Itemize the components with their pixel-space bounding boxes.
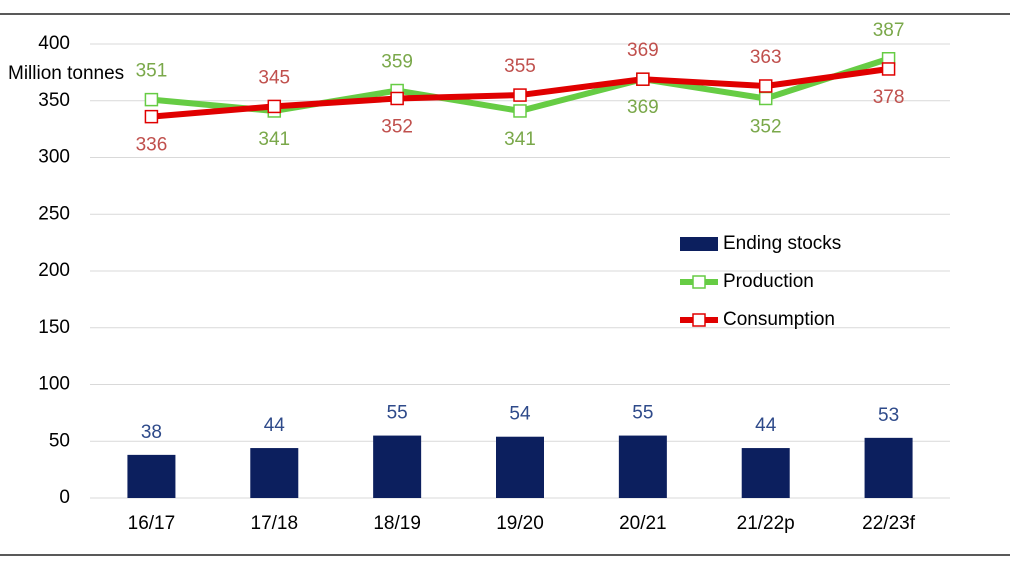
bar	[250, 448, 299, 498]
data-label: 341	[258, 129, 290, 150]
data-label: 369	[627, 40, 659, 61]
legend-label: Consumption	[723, 309, 835, 330]
legend-swatch	[692, 275, 706, 289]
grid	[90, 43, 950, 499]
legend-label: Production	[723, 271, 814, 292]
marker	[513, 104, 527, 118]
x-tick-label: 17/18	[251, 513, 299, 534]
data-label: 363	[750, 47, 782, 68]
marker	[636, 72, 650, 86]
marker	[267, 99, 282, 114]
data-label: 351	[136, 61, 168, 82]
marker	[758, 91, 773, 106]
data-label: 387	[873, 20, 905, 41]
data-label: 355	[504, 56, 536, 77]
legend-swatch	[692, 313, 706, 327]
data-label: 55	[632, 403, 653, 424]
data-label: 44	[755, 415, 777, 436]
data-label: 369	[627, 97, 659, 118]
marker	[144, 109, 159, 124]
data-label: 341	[504, 129, 536, 150]
x-tick-label: 21/22p	[737, 513, 795, 534]
bar	[741, 448, 790, 498]
bar	[496, 436, 544, 498]
y-tick-label: 150	[38, 317, 70, 338]
data-label: 345	[258, 67, 290, 88]
legend-swatch	[680, 237, 718, 251]
data-label: 54	[509, 404, 531, 425]
data-label: 352	[750, 116, 782, 137]
marker	[513, 88, 527, 102]
y-tick-label: 250	[38, 203, 70, 224]
marker	[881, 62, 896, 76]
y-tick-label: 50	[49, 430, 70, 451]
x-tick-label: 19/20	[496, 513, 544, 534]
data-label: 352	[381, 116, 413, 137]
legend-label: Ending stocks	[723, 233, 841, 254]
bar	[618, 435, 667, 498]
data-label: 44	[264, 415, 286, 436]
y-tick-label: 0	[59, 487, 70, 508]
data-label: 359	[381, 52, 413, 73]
marker	[390, 91, 404, 106]
bar	[373, 435, 422, 498]
y-tick-label: 400	[38, 33, 70, 54]
x-tick-label: 22/23f	[862, 513, 916, 534]
y-axis-label: Million tonnes	[8, 63, 124, 84]
y-tick-label: 100	[38, 374, 70, 395]
marker	[758, 79, 773, 93]
data-label: 53	[878, 405, 899, 426]
x-tick-label: 18/19	[373, 513, 421, 534]
data-label: 38	[141, 422, 162, 443]
bar	[127, 454, 176, 498]
data-label: 336	[136, 135, 168, 156]
marks	[127, 52, 913, 498]
x-tick-label: 16/17	[128, 513, 176, 534]
x-tick-label: 20/21	[619, 513, 667, 534]
y-tick-label: 300	[38, 147, 70, 168]
data-label: 55	[387, 403, 408, 424]
marker	[144, 92, 159, 107]
bar	[864, 437, 913, 498]
data-label: 378	[873, 87, 905, 108]
y-tick-label: 350	[38, 90, 70, 111]
y-tick-label: 200	[38, 260, 70, 281]
